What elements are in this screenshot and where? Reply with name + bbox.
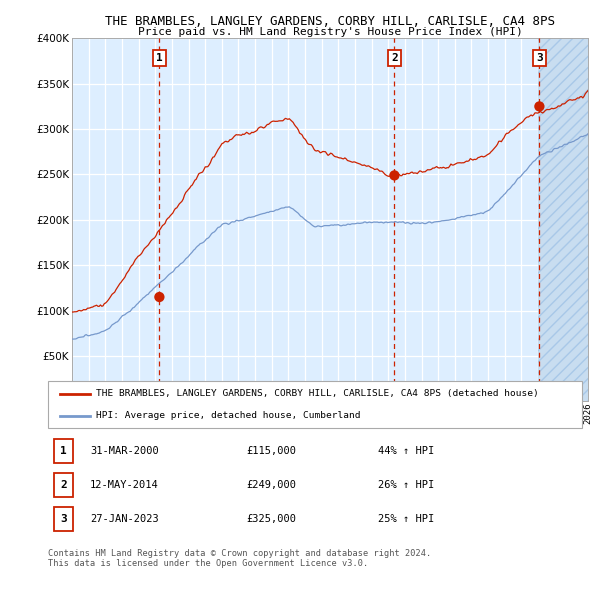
Point [389,171,399,180]
Text: THE BRAMBLES, LANGLEY GARDENS, CORBY HILL, CARLISLE, CA4 8PS: THE BRAMBLES, LANGLEY GARDENS, CORBY HIL… [105,15,555,28]
Text: 1: 1 [60,446,67,455]
Text: 1: 1 [156,53,163,63]
Text: 25% ↑ HPI: 25% ↑ HPI [378,514,434,524]
Text: 2: 2 [60,480,67,490]
Text: 31-MAR-2000: 31-MAR-2000 [90,446,159,455]
Text: HPI: Average price, detached house, Cumberland: HPI: Average price, detached house, Cumb… [96,411,361,421]
Bar [538,38,600,401]
Text: £325,000: £325,000 [246,514,296,524]
Point [535,101,544,111]
Text: 3: 3 [536,53,543,63]
Text: 12-MAY-2014: 12-MAY-2014 [90,480,159,490]
Text: 26% ↑ HPI: 26% ↑ HPI [378,480,434,490]
Point [155,292,164,301]
Text: Price paid vs. HM Land Registry's House Price Index (HPI): Price paid vs. HM Land Registry's House … [137,27,523,37]
Text: 44% ↑ HPI: 44% ↑ HPI [378,446,434,455]
Text: Contains HM Land Registry data © Crown copyright and database right 2024.
This d: Contains HM Land Registry data © Crown c… [48,549,431,568]
Text: THE BRAMBLES, LANGLEY GARDENS, CORBY HILL, CARLISLE, CA4 8PS (detached house): THE BRAMBLES, LANGLEY GARDENS, CORBY HIL… [96,389,539,398]
Text: 3: 3 [60,514,67,524]
Text: £249,000: £249,000 [246,480,296,490]
Text: 27-JAN-2023: 27-JAN-2023 [90,514,159,524]
Text: £115,000: £115,000 [246,446,296,455]
Text: 2: 2 [391,53,398,63]
